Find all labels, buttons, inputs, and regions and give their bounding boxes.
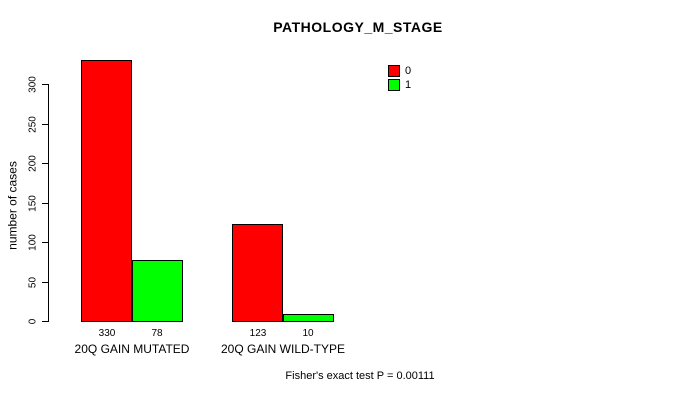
legend-swatch-0 <box>388 65 400 77</box>
y-tick-mark <box>42 203 49 204</box>
bar-value-label: 78 <box>151 328 163 339</box>
bar-group1-series1 <box>132 260 183 322</box>
y-tick-mark <box>42 242 49 243</box>
legend-label-0: 0 <box>405 65 412 77</box>
chart-title: PATHOLOGY_M_STAGE <box>273 19 443 35</box>
y-tick-mark <box>42 321 49 322</box>
x-category-label: 20Q GAIN MUTATED <box>74 342 190 356</box>
bar-value-label: 10 <box>302 328 314 339</box>
bar-group2-series1 <box>283 314 334 322</box>
y-tick-label: 50 <box>27 276 39 289</box>
y-tick-mark <box>42 282 49 283</box>
y-tick-label: 300 <box>27 76 39 93</box>
y-axis-label: number of cases <box>5 161 20 250</box>
x-category-label: 20Q GAIN WILD-TYPE <box>220 342 346 356</box>
bar-group2-series0 <box>232 224 283 322</box>
bar-group1-series0 <box>81 60 132 322</box>
y-tick-label: 100 <box>27 234 39 251</box>
bar-value-label: 330 <box>98 328 116 339</box>
legend-swatch-1 <box>388 79 400 91</box>
y-tick-mark <box>42 163 49 164</box>
y-tick-label: 0 <box>27 318 39 325</box>
y-tick-mark <box>42 84 49 85</box>
fisher-test-annotation: Fisher's exact test P = 0.00111 <box>285 370 435 382</box>
y-tick-label: 200 <box>27 155 39 172</box>
y-tick-label: 150 <box>27 195 39 212</box>
legend-label-1: 1 <box>405 79 412 91</box>
bar-value-label: 123 <box>249 328 267 339</box>
y-tick-label: 250 <box>27 116 39 133</box>
y-tick-mark <box>42 124 49 125</box>
